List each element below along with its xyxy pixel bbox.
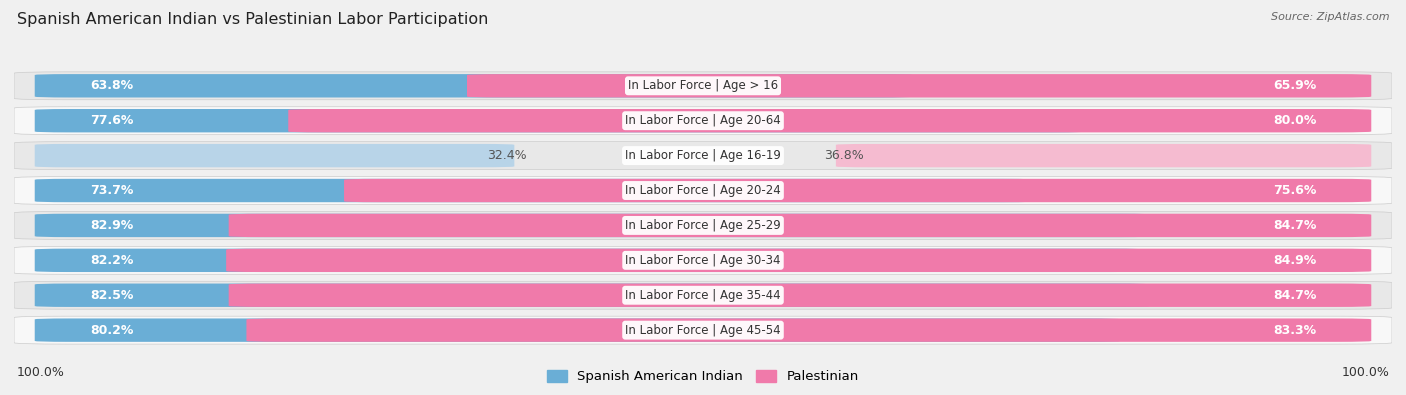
FancyBboxPatch shape xyxy=(35,144,515,167)
Text: 83.3%: 83.3% xyxy=(1272,324,1316,337)
Text: 82.9%: 82.9% xyxy=(90,219,134,232)
FancyBboxPatch shape xyxy=(226,248,1371,272)
Text: In Labor Force | Age 30-34: In Labor Force | Age 30-34 xyxy=(626,254,780,267)
Text: 77.6%: 77.6% xyxy=(90,114,134,127)
FancyBboxPatch shape xyxy=(14,142,1392,169)
Text: In Labor Force | Age 20-64: In Labor Force | Age 20-64 xyxy=(626,114,780,127)
FancyBboxPatch shape xyxy=(14,72,1392,100)
Text: In Labor Force | Age > 16: In Labor Force | Age > 16 xyxy=(628,79,778,92)
Text: 80.2%: 80.2% xyxy=(90,324,134,337)
FancyBboxPatch shape xyxy=(14,281,1392,309)
Text: In Labor Force | Age 35-44: In Labor Force | Age 35-44 xyxy=(626,289,780,302)
Text: 82.5%: 82.5% xyxy=(90,289,134,302)
FancyBboxPatch shape xyxy=(35,248,1146,272)
FancyBboxPatch shape xyxy=(35,214,1154,237)
Text: 63.8%: 63.8% xyxy=(90,79,134,92)
Text: 32.4%: 32.4% xyxy=(486,149,526,162)
Text: Source: ZipAtlas.com: Source: ZipAtlas.com xyxy=(1271,12,1389,22)
Text: Spanish American Indian vs Palestinian Labor Participation: Spanish American Indian vs Palestinian L… xyxy=(17,12,488,27)
FancyBboxPatch shape xyxy=(14,246,1392,274)
FancyBboxPatch shape xyxy=(229,284,1371,307)
Text: 75.6%: 75.6% xyxy=(1272,184,1316,197)
Text: In Labor Force | Age 20-24: In Labor Force | Age 20-24 xyxy=(626,184,780,197)
Text: 65.9%: 65.9% xyxy=(1272,79,1316,92)
FancyBboxPatch shape xyxy=(837,144,1371,167)
Legend: Spanish American Indian, Palestinian: Spanish American Indian, Palestinian xyxy=(541,365,865,388)
Text: 84.7%: 84.7% xyxy=(1272,289,1316,302)
Text: In Labor Force | Age 16-19: In Labor Force | Age 16-19 xyxy=(626,149,780,162)
FancyBboxPatch shape xyxy=(35,74,912,98)
FancyBboxPatch shape xyxy=(229,214,1371,237)
FancyBboxPatch shape xyxy=(35,109,1087,132)
FancyBboxPatch shape xyxy=(14,177,1392,205)
FancyBboxPatch shape xyxy=(35,318,1121,342)
Text: 100.0%: 100.0% xyxy=(1341,366,1389,379)
Text: In Labor Force | Age 45-54: In Labor Force | Age 45-54 xyxy=(626,324,780,337)
FancyBboxPatch shape xyxy=(35,179,1038,202)
Text: In Labor Force | Age 25-29: In Labor Force | Age 25-29 xyxy=(626,219,780,232)
FancyBboxPatch shape xyxy=(467,74,1371,98)
FancyBboxPatch shape xyxy=(35,284,1150,307)
Text: 82.2%: 82.2% xyxy=(90,254,134,267)
FancyBboxPatch shape xyxy=(14,107,1392,135)
FancyBboxPatch shape xyxy=(14,211,1392,239)
FancyBboxPatch shape xyxy=(246,318,1371,342)
FancyBboxPatch shape xyxy=(14,316,1392,344)
Text: 84.9%: 84.9% xyxy=(1272,254,1316,267)
FancyBboxPatch shape xyxy=(288,109,1371,132)
Text: 36.8%: 36.8% xyxy=(824,149,863,162)
Text: 84.7%: 84.7% xyxy=(1272,219,1316,232)
FancyBboxPatch shape xyxy=(344,179,1371,202)
Text: 73.7%: 73.7% xyxy=(90,184,134,197)
Text: 100.0%: 100.0% xyxy=(17,366,65,379)
Text: 80.0%: 80.0% xyxy=(1272,114,1316,127)
